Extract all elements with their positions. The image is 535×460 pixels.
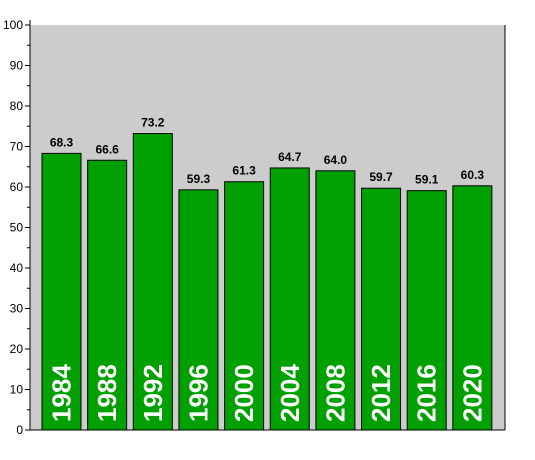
category-label-1988: 1988 [92, 364, 122, 422]
y-tick-label-90: 90 [10, 59, 24, 73]
bar-1992 [132, 133, 173, 431]
data-label-1992: 73.2 [141, 116, 165, 130]
data-label-2008: 64.0 [324, 153, 348, 167]
y-tick-label-40: 40 [10, 261, 24, 275]
data-label-2012: 59.7 [369, 170, 393, 184]
y-tick-label-80: 80 [10, 99, 24, 113]
category-label-2016: 2016 [412, 364, 442, 422]
data-label-2004: 64.7 [278, 150, 302, 164]
category-label-2008: 2008 [320, 364, 350, 422]
category-label-1984: 1984 [47, 364, 77, 422]
y-tick-label-60: 60 [10, 180, 24, 194]
y-axis: 0 10 20 30 40 50 60 70 80 90 100 [3, 18, 506, 437]
bars-layer [41, 133, 493, 431]
category-label-1996: 1996 [183, 364, 213, 422]
data-label-1988: 66.6 [95, 142, 119, 156]
y-tick-label-10: 10 [10, 383, 24, 397]
category-label-2004: 2004 [275, 364, 305, 422]
bar-1984 [41, 152, 82, 431]
category-label-2012: 2012 [366, 364, 396, 422]
data-label-2020: 60.3 [461, 168, 485, 182]
bar-1988 [87, 159, 128, 431]
bar-2008 [315, 170, 356, 431]
category-label-2000: 2000 [229, 364, 259, 422]
y-tick-label-70: 70 [10, 140, 24, 154]
y-tick-label-0: 0 [16, 423, 23, 437]
y-tick-label-100: 100 [3, 18, 23, 32]
data-label-2016: 59.1 [415, 173, 439, 187]
data-label-1996: 59.3 [187, 172, 211, 186]
bar-2012 [361, 187, 402, 431]
labels-layer: 68.3 1984 66.6 1988 73.2 1992 59.3 1996 61.3 2000… [47, 116, 488, 422]
y-tick-label-30: 30 [10, 302, 24, 316]
data-label-2000: 61.3 [232, 164, 256, 178]
bar-2016 [406, 190, 447, 431]
y-tick-label-20: 20 [10, 342, 24, 356]
category-label-1992: 1992 [138, 364, 168, 422]
bar-2020 [452, 185, 493, 431]
data-label-1984: 68.3 [50, 135, 74, 149]
y-tick-label-50: 50 [10, 221, 24, 235]
category-label-2020: 2020 [457, 364, 487, 422]
